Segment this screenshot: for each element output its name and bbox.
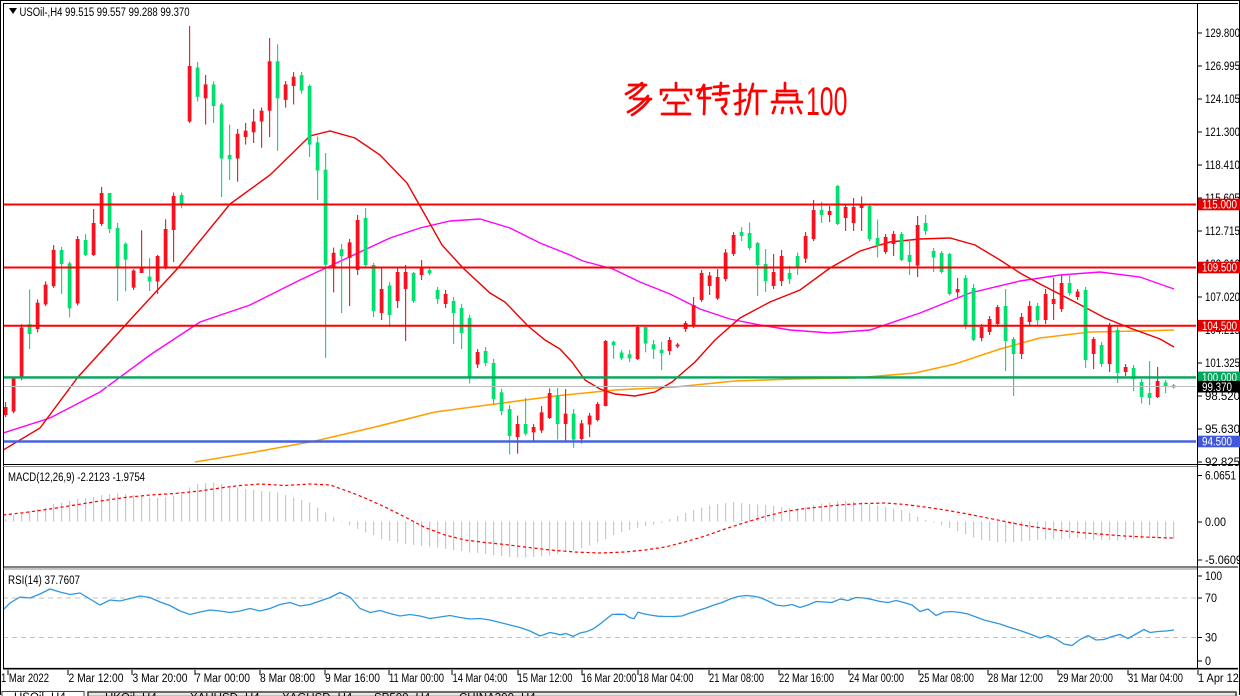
svg-text:99.370: 99.370 xyxy=(1202,382,1232,394)
svg-text:100: 100 xyxy=(1205,571,1222,583)
svg-text:18 Mar 04:00: 18 Mar 04:00 xyxy=(639,673,694,685)
svg-text:2 Mar 12:00: 2 Mar 12:00 xyxy=(69,673,124,685)
svg-text:CHINA300-,H4: CHINA300-,H4 xyxy=(459,693,536,696)
svg-text:RSI(14) 37.7607: RSI(14) 37.7607 xyxy=(8,575,80,587)
svg-text:100: 100 xyxy=(806,80,847,124)
svg-text:92.825: 92.825 xyxy=(1205,457,1240,469)
svg-text:SP500-,H4: SP500-,H4 xyxy=(374,693,431,696)
svg-text:98.520: 98.520 xyxy=(1205,391,1240,403)
svg-text:109.500: 109.500 xyxy=(1202,263,1237,275)
svg-text:101.325: 101.325 xyxy=(1205,358,1240,370)
svg-text:118.410: 118.410 xyxy=(1205,160,1240,172)
svg-text:USOil-,H4 99.515 99.557 99.28: USOil-,H4 99.515 99.557 99.288 99.370 xyxy=(20,7,190,19)
svg-text:14 Mar 04:00: 14 Mar 04:00 xyxy=(453,673,508,685)
svg-text:8 Mar 08:00: 8 Mar 08:00 xyxy=(260,673,315,685)
svg-text:112.715: 112.715 xyxy=(1205,226,1240,238)
svg-text:USOil-,H4: USOil-,H4 xyxy=(14,692,66,696)
svg-text:121.300: 121.300 xyxy=(1205,127,1240,139)
svg-text:3 Mar 20:00: 3 Mar 20:00 xyxy=(133,673,188,685)
svg-text:XAUUSD-,H4: XAUUSD-,H4 xyxy=(190,693,260,696)
svg-text:15 Mar 12:00: 15 Mar 12:00 xyxy=(518,673,573,685)
svg-text:1 Apr 12:00: 1 Apr 12:00 xyxy=(1198,673,1240,685)
svg-text:21 Mar 08:00: 21 Mar 08:00 xyxy=(709,673,764,685)
svg-text:126.995: 126.995 xyxy=(1205,61,1240,73)
svg-text:7 Mar 00:00: 7 Mar 00:00 xyxy=(195,673,250,685)
svg-text:MACD(12,26,9) -2.2123 -1.9754: MACD(12,26,9) -2.2123 -1.9754 xyxy=(8,472,145,484)
svg-text:24 Mar 00:00: 24 Mar 00:00 xyxy=(849,673,904,685)
svg-text:16 Mar 20:00: 16 Mar 20:00 xyxy=(582,673,637,685)
svg-text:22 Mar 16:00: 22 Mar 16:00 xyxy=(779,673,834,685)
svg-text:31 Mar 04:00: 31 Mar 04:00 xyxy=(1128,673,1183,685)
svg-text:115.000: 115.000 xyxy=(1202,200,1237,212)
svg-text:0: 0 xyxy=(1205,656,1211,668)
svg-text:6.0651: 6.0651 xyxy=(1205,471,1236,483)
svg-text:1 Mar 2022: 1 Mar 2022 xyxy=(1,673,49,685)
svg-text:124.105: 124.105 xyxy=(1205,94,1240,106)
svg-text:95.630: 95.630 xyxy=(1205,424,1240,436)
svg-text:129.800: 129.800 xyxy=(1205,28,1240,40)
svg-text:HKOil-,H4: HKOil-,H4 xyxy=(105,693,157,696)
svg-text:-5.0609: -5.0609 xyxy=(1205,555,1240,567)
svg-text:0.00: 0.00 xyxy=(1205,517,1226,529)
svg-text:XAGUSD-,H4: XAGUSD-,H4 xyxy=(282,693,353,696)
svg-text:70: 70 xyxy=(1205,593,1217,605)
svg-text:9 Mar 16:00: 9 Mar 16:00 xyxy=(325,673,380,685)
svg-text:25 Mar 08:00: 25 Mar 08:00 xyxy=(919,673,974,685)
svg-text:11 Mar 00:00: 11 Mar 00:00 xyxy=(389,673,444,685)
svg-text:28 Mar 12:00: 28 Mar 12:00 xyxy=(988,673,1043,685)
svg-text:104.500: 104.500 xyxy=(1202,321,1237,333)
svg-text:29 Mar 20:00: 29 Mar 20:00 xyxy=(1058,673,1113,685)
svg-text:107.020: 107.020 xyxy=(1205,292,1240,304)
svg-text:94.500: 94.500 xyxy=(1202,437,1232,449)
svg-text:30: 30 xyxy=(1205,633,1217,645)
